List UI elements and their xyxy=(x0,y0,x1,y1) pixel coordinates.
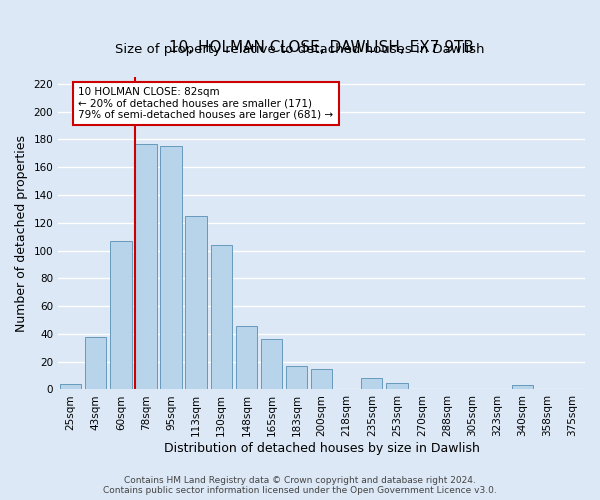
Text: Contains HM Land Registry data © Crown copyright and database right 2024.
Contai: Contains HM Land Registry data © Crown c… xyxy=(103,476,497,495)
Bar xyxy=(85,336,106,390)
Text: 10 HOLMAN CLOSE: 82sqm
← 20% of detached houses are smaller (171)
79% of semi-de: 10 HOLMAN CLOSE: 82sqm ← 20% of detached… xyxy=(78,86,334,120)
Bar xyxy=(311,368,332,390)
Bar xyxy=(361,378,382,390)
Title: 10, HOLMAN CLOSE, DAWLISH, EX7 9TB: 10, HOLMAN CLOSE, DAWLISH, EX7 9TB xyxy=(169,40,474,55)
Bar xyxy=(261,340,282,390)
Bar xyxy=(110,241,131,390)
Bar xyxy=(160,146,182,390)
Bar xyxy=(236,326,257,390)
Bar xyxy=(185,216,207,390)
Text: Size of property relative to detached houses in Dawlish: Size of property relative to detached ho… xyxy=(115,42,485,56)
Bar xyxy=(136,144,157,390)
X-axis label: Distribution of detached houses by size in Dawlish: Distribution of detached houses by size … xyxy=(164,442,479,455)
Bar xyxy=(60,384,82,390)
Bar xyxy=(512,386,533,390)
Bar xyxy=(386,382,407,390)
Bar xyxy=(211,245,232,390)
Bar xyxy=(286,366,307,390)
Y-axis label: Number of detached properties: Number of detached properties xyxy=(15,134,28,332)
